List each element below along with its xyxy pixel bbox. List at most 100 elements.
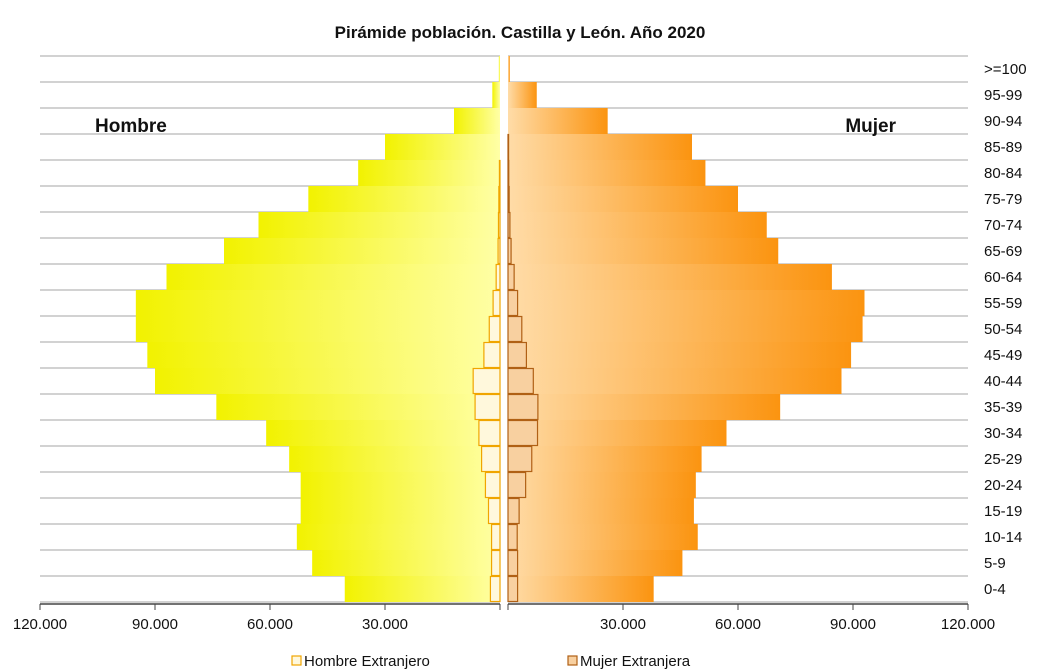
age-label-55-59: 55-59 <box>984 295 1022 312</box>
bar-male-35-39 <box>216 394 501 420</box>
bar-female-foreign-50-54 <box>507 315 523 343</box>
age-label-35-39: 35-39 <box>984 399 1022 416</box>
bar-female-foreign-0-4 <box>507 575 519 603</box>
bar-male-40-44 <box>155 368 500 394</box>
age-label-30-34: 30-34 <box>984 425 1022 442</box>
bar-male-foreign-65-69 <box>497 237 501 265</box>
age-label-10-14: 10-14 <box>984 529 1022 546</box>
x-tick-label-left: 120.000 <box>13 616 67 633</box>
bar-male-30-34 <box>266 420 500 446</box>
x-tick-label-left: 60.000 <box>247 616 293 633</box>
legend: Hombre Extranjero Mujer Extranjera <box>291 653 691 670</box>
bar-male-70-74 <box>258 212 500 238</box>
bar-female-55-59 <box>508 290 865 316</box>
bar-male-75-79 <box>308 186 500 212</box>
age-label-95-99: 95-99 <box>984 87 1022 104</box>
x-tick-label-right: 60.000 <box>715 616 761 633</box>
bar-female-100 <box>508 56 510 82</box>
bar-female-foreign-5-9 <box>507 549 519 577</box>
age-label-85-89: 85-89 <box>984 139 1022 156</box>
bar-female-foreign-10-14 <box>507 523 518 551</box>
bar-male-foreign-5-9 <box>490 549 501 577</box>
x-tick-label-right: 90.000 <box>830 616 876 633</box>
bar-female-50-54 <box>508 316 863 342</box>
bar-female-90-94 <box>508 108 608 134</box>
age-label-100: >=100 <box>984 61 1027 78</box>
bar-female-foreign-15-19 <box>507 497 520 525</box>
x-tick-label-left: 90.000 <box>132 616 178 633</box>
bar-female-45-49 <box>508 342 852 368</box>
bar-female-95-99 <box>508 82 537 108</box>
bar-female-10-14 <box>508 524 698 550</box>
male-foreign-bars <box>472 159 501 603</box>
age-label-80-84: 80-84 <box>984 165 1022 182</box>
bar-female-foreign-75-79 <box>507 185 510 213</box>
bar-female-40-44 <box>508 368 842 394</box>
bar-male-10-14 <box>296 524 500 550</box>
age-label-25-29: 25-29 <box>984 451 1022 468</box>
legend-male-foreign-swatch <box>291 655 302 666</box>
x-tick-label-right: 30.000 <box>600 616 646 633</box>
bar-female-5-9 <box>508 550 683 576</box>
bar-female-85-89 <box>508 134 692 160</box>
bar-female-foreign-20-24 <box>507 471 527 499</box>
female-foreign-bars <box>507 133 539 603</box>
female-bars <box>508 56 865 602</box>
chart-title: Pirámide población. Castilla y León. Año… <box>335 23 706 42</box>
bar-male-60-64 <box>166 264 500 290</box>
bar-male-15-19 <box>300 498 500 524</box>
bar-female-foreign-85-89 <box>507 133 510 161</box>
bar-male-foreign-45-49 <box>483 341 501 369</box>
bar-male-0-4 <box>344 576 500 602</box>
age-label-5-9: 5-9 <box>984 555 1006 572</box>
bar-male-foreign-50-54 <box>488 315 501 343</box>
age-label-15-19: 15-19 <box>984 503 1022 520</box>
bar-female-foreign-25-29 <box>507 445 533 473</box>
age-label-20-24: 20-24 <box>984 477 1022 494</box>
age-label-65-69: 65-69 <box>984 243 1022 260</box>
bar-male-80-84 <box>358 160 500 186</box>
bar-female-foreign-55-59 <box>507 289 519 317</box>
bar-male-foreign-20-24 <box>484 471 501 499</box>
bar-male-foreign-35-39 <box>474 393 501 421</box>
x-tick-label-left: 30.000 <box>362 616 408 633</box>
age-label-50-54: 50-54 <box>984 321 1022 338</box>
bar-female-15-19 <box>508 498 694 524</box>
bar-male-25-29 <box>289 446 500 472</box>
bar-female-foreign-60-64 <box>507 263 515 291</box>
bar-female-20-24 <box>508 472 696 498</box>
bar-female-foreign-45-49 <box>507 341 527 369</box>
bar-male-85-89 <box>385 134 500 160</box>
male-side-label: Hombre <box>95 116 167 137</box>
bar-male-65-69 <box>224 238 500 264</box>
age-label-60-64: 60-64 <box>984 269 1022 286</box>
bar-male-foreign-70-74 <box>497 211 501 239</box>
bar-female-35-39 <box>508 394 781 420</box>
bar-male-95-99 <box>492 82 500 108</box>
bar-female-65-69 <box>508 238 779 264</box>
bar-female-60-64 <box>508 264 832 290</box>
bar-male-20-24 <box>300 472 500 498</box>
bar-female-foreign-65-69 <box>507 237 512 265</box>
age-label-45-49: 45-49 <box>984 347 1022 364</box>
female-side-label: Mujer <box>845 116 896 137</box>
legend-female-foreign-swatch <box>567 655 578 666</box>
legend-female-foreign-label: Mujer Extranjera <box>580 653 691 670</box>
bar-female-foreign-40-44 <box>507 367 534 395</box>
male-bars <box>135 56 501 602</box>
bar-male-foreign-25-29 <box>481 445 501 473</box>
bar-male-foreign-80-84 <box>498 159 501 187</box>
bar-male-90-94 <box>454 108 500 134</box>
age-label-90-94: 90-94 <box>984 113 1022 130</box>
bar-male-foreign-40-44 <box>472 367 501 395</box>
bar-female-foreign-70-74 <box>507 211 511 239</box>
bar-female-foreign-35-39 <box>507 393 539 421</box>
age-label-0-4: 0-4 <box>984 581 1006 598</box>
bar-male-foreign-30-34 <box>478 419 501 447</box>
bar-male-foreign-60-64 <box>495 263 501 291</box>
bar-male-foreign-0-4 <box>489 575 501 603</box>
legend-male-foreign-label: Hombre Extranjero <box>304 653 430 670</box>
bar-female-80-84 <box>508 160 706 186</box>
bar-female-30-34 <box>508 420 727 446</box>
